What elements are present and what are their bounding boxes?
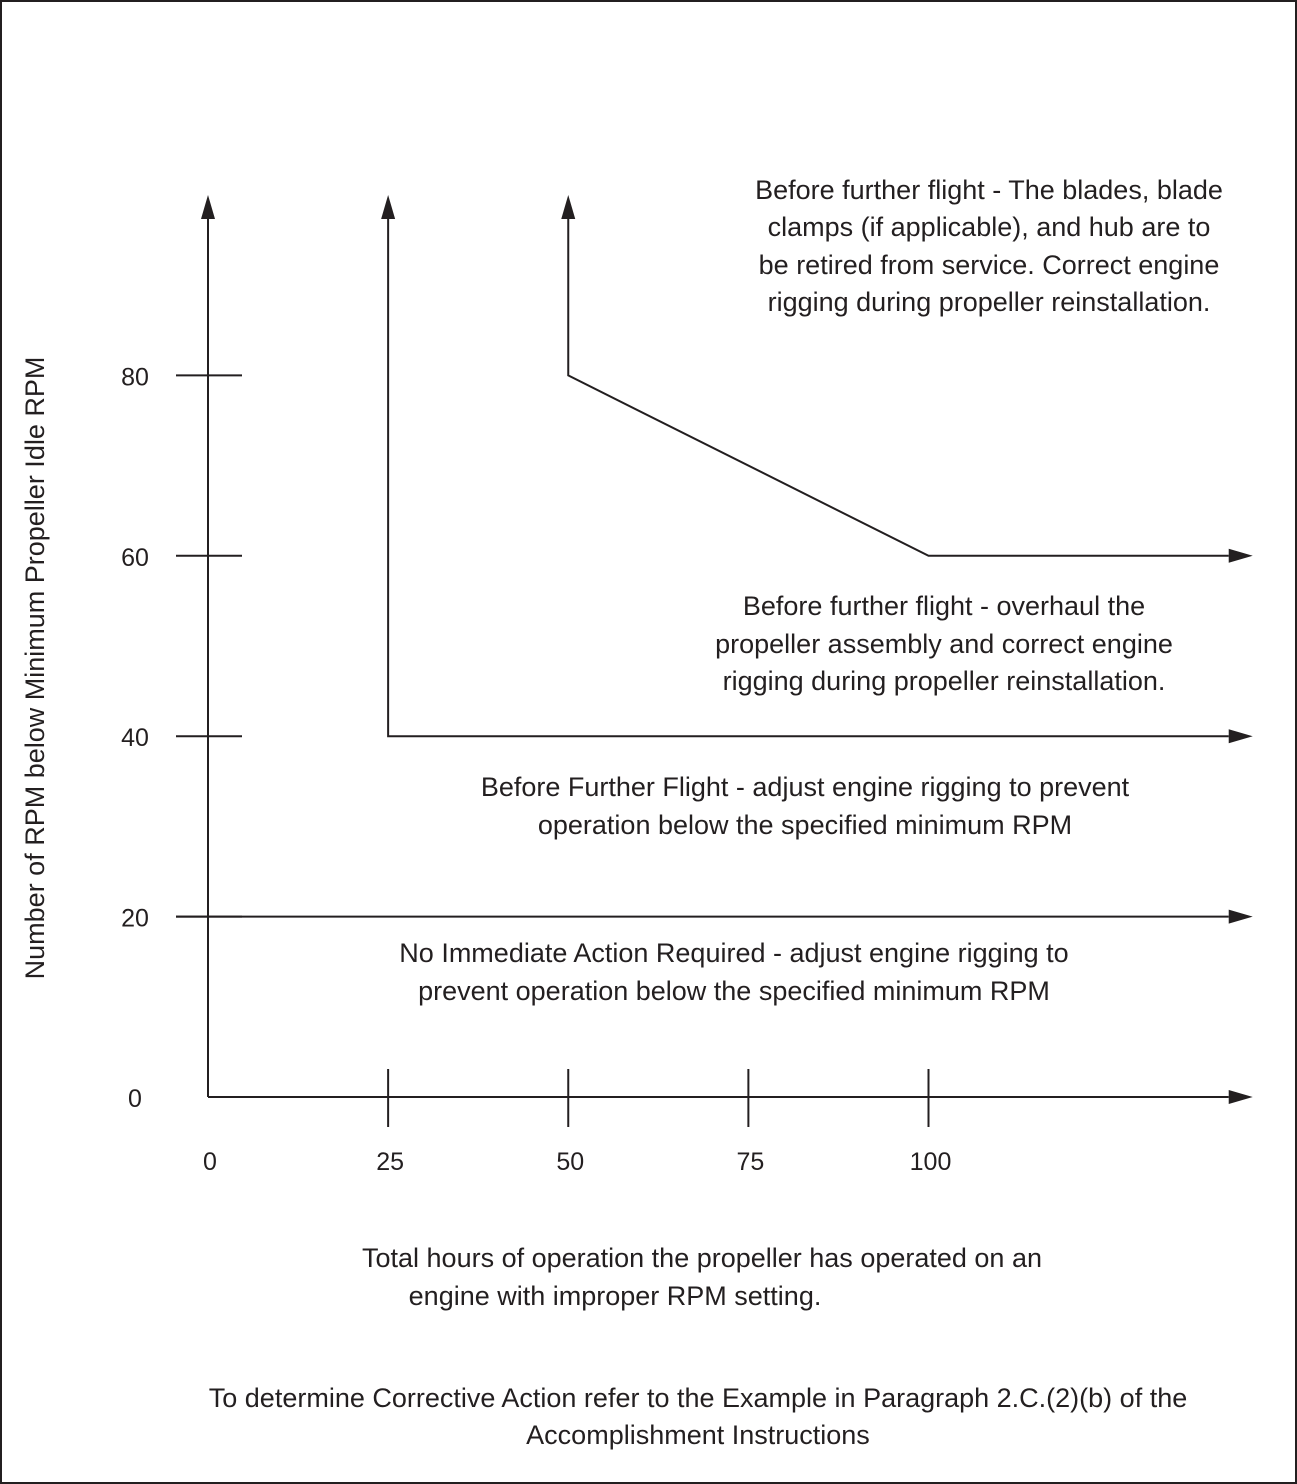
x-axis-label-line-1: Total hours of operation the propeller h… (362, 1243, 1042, 1273)
threshold-arrowhead-right (1228, 548, 1253, 563)
y-tick-label: 40 (121, 724, 149, 752)
y-axis-label: Number of RPM below Minimum Propeller Id… (20, 357, 50, 980)
annotation-retire-line-4: rigging during propeller reinstallation. (768, 287, 1211, 317)
footer-note: To determine Corrective Action refer to … (209, 1383, 1187, 1450)
threshold-line (567, 219, 1229, 557)
threshold-arrowhead-up (381, 195, 396, 219)
annotation-retire-line-3: be retired from service. Correct engine (759, 250, 1220, 280)
x-tick-label: 25 (376, 1148, 404, 1176)
footer-note-line-1: To determine Corrective Action refer to … (209, 1383, 1187, 1413)
annotation-overhaul-line-2: propeller assembly and correct engine (715, 629, 1173, 659)
annotation-retire: Before further flight - The blades, blad… (755, 175, 1223, 317)
threshold-arrowhead-right (1228, 729, 1253, 744)
x-axis-label-line-2: engine with improper RPM setting. (409, 1281, 822, 1311)
annotation-adjust-rigging-line-1: Before Further Flight - adjust engine ri… (481, 772, 1130, 802)
tick-labels: 0 20 40 60 80 0 25 50 75 100 (121, 363, 951, 1176)
x-tick-label: 0 (203, 1148, 217, 1176)
y-tick-label: 20 (121, 905, 149, 933)
y-axis-arrowhead (201, 195, 215, 219)
axes (201, 195, 1253, 1104)
threshold-arrowhead-up (561, 195, 576, 219)
y-tick-label: 60 (121, 544, 149, 572)
annotation-no-action: No Immediate Action Required - adjust en… (399, 938, 1068, 1006)
x-axis-arrowhead (1228, 1090, 1253, 1104)
y-tick-label: 80 (121, 363, 149, 391)
x-axis-label: Total hours of operation the propeller h… (362, 1243, 1042, 1311)
threshold-line (387, 219, 1229, 738)
x-tick-label: 50 (556, 1148, 584, 1176)
y-tick-label: 0 (128, 1085, 142, 1113)
annotation-overhaul: Before further flight - overhaul the pro… (715, 591, 1173, 696)
annotation-overhaul-line-1: Before further flight - overhaul the (743, 591, 1145, 621)
annotation-no-action-line-2: prevent operation below the specified mi… (418, 976, 1050, 1006)
annotation-retire-line-1: Before further flight - The blades, blad… (755, 175, 1223, 205)
annotation-adjust-rigging-line-2: operation below the specified minimum RP… (538, 810, 1072, 840)
threshold-lines (176, 195, 1253, 924)
footer-note-line-2: Accomplishment Instructions (526, 1420, 870, 1450)
x-tick-label: 75 (736, 1148, 764, 1176)
annotation-retire-line-2: clamps (if applicable), and hub are to (768, 212, 1211, 242)
annotation-adjust-rigging: Before Further Flight - adjust engine ri… (481, 772, 1130, 840)
threshold-arrowhead-right (1228, 909, 1253, 924)
x-tick-label: 100 (910, 1148, 952, 1176)
annotation-overhaul-line-3: rigging during propeller reinstallation. (723, 666, 1166, 696)
annotation-no-action-line-1: No Immediate Action Required - adjust en… (399, 938, 1068, 968)
